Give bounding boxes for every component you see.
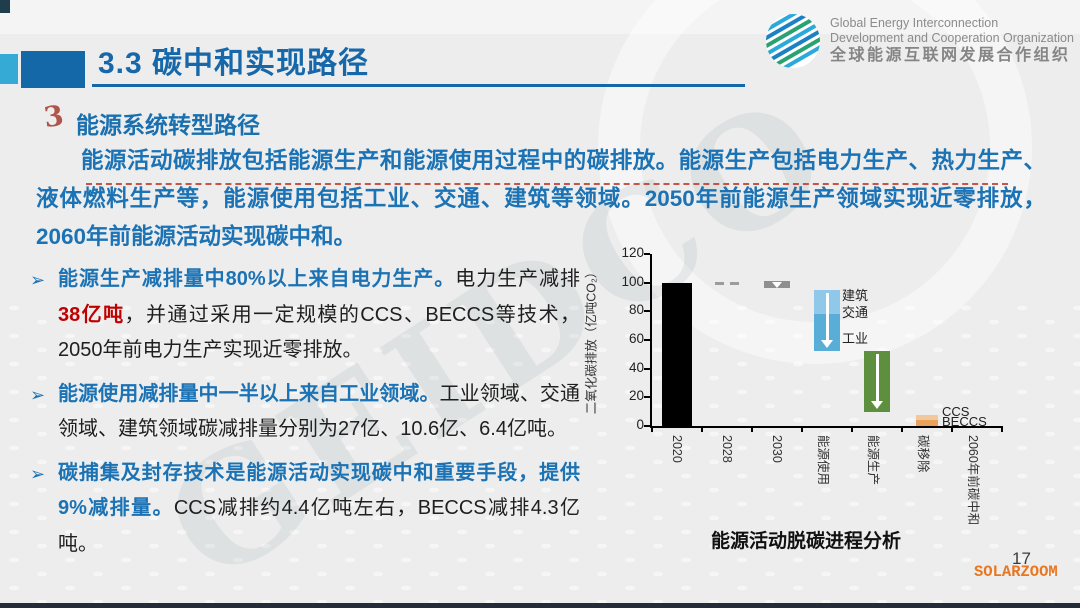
x-category-label: 2020: [670, 435, 684, 463]
y-tick-label: 80: [628, 302, 644, 318]
y-tick-mark: [644, 425, 650, 427]
y-tick-label: 100: [621, 273, 644, 289]
solarzoom-watermark: SOLARZOOM: [974, 563, 1058, 581]
x-tick-mark: [901, 426, 903, 432]
org-name-en-line2: Development and Cooperation Organization: [830, 30, 1074, 45]
chart-bar-segment-bottom: [916, 420, 938, 426]
y-tick-mark: [644, 396, 650, 399]
chart-annotation: BECCS: [942, 413, 987, 429]
bullet-text-3: 碳捕集及封存技术是能源活动实现碳中和重要手段，提供9%减排量。CCS减排约4.4…: [58, 462, 580, 555]
bullet-list: ➢ 能源生产减排量中80%以上来自电力生产。电力生产减排 38亿吨，并通过采用一定…: [30, 262, 580, 570]
intro-paragraph: 能源活动碳排放包括能源生产和能源使用过程中的碳排放。能源生产包括电力生产、热力生…: [36, 148, 1046, 249]
section-number: 3: [41, 98, 66, 135]
x-tick-mark: [751, 426, 753, 432]
arrow-bullet-icon: ➢: [30, 463, 46, 484]
down-arrow-icon: [871, 400, 883, 409]
title-accent-light: [0, 54, 18, 84]
text-segment: 38亿吨: [58, 303, 125, 326]
y-tick-mark: [644, 253, 650, 255]
x-category-label: 2030: [770, 435, 784, 463]
x-tick-mark: [801, 426, 803, 432]
org-name-en-line1: Global Energy Interconnection: [830, 16, 999, 31]
chart-annotation: 建筑: [842, 287, 869, 303]
text-segment: ，并通过采用一定规模的CCS、BECCS等技术，2050年前电力生产实现近零排放…: [58, 303, 580, 362]
x-category-label: 2028: [720, 435, 734, 463]
text-segment: 能源生产减排量中80%以上来自电力生产。: [58, 268, 456, 290]
bottom-strip: [0, 603, 1080, 608]
down-arrow-icon: [875, 354, 879, 402]
y-tick-mark: [644, 367, 650, 370]
org-logo-text: Global Energy Interconnection Developmen…: [830, 16, 1074, 65]
x-tick-mark: [951, 426, 953, 432]
text-segment: 碳捕集及封存技术是能源活动实现碳中和重要手段，提供9%减排量。: [58, 461, 580, 520]
x-tick-mark: [701, 426, 703, 432]
chart-annotation: 交通: [842, 304, 869, 320]
y-tick-mark: [644, 281, 650, 284]
title-accent-dark: [21, 51, 85, 88]
org-logo: Global Energy Interconnection Developmen…: [764, 12, 1074, 70]
page-title: 3.3 碳中和实现路径: [98, 47, 370, 80]
chart-y-axis-label: 二氧化碳排放（亿吨CO₂）: [584, 265, 599, 415]
bullet-text-1: 能源生产减排量中80%以上来自电力生产。电力生产减排 38亿吨，并通过采用一定规模…: [58, 268, 580, 361]
bullet-item-2: ➢ 能源使用减排量中一半以上来自工业领域。工业领域、交通领域、建筑领域碳减排量分…: [30, 377, 580, 448]
chart-plot-area: 0 20 40 60 80 100 120 2020 2028 2030 能源使用 能源生产 碳移除 20…: [621, 245, 1003, 525]
small-arrow-icon: [772, 281, 782, 288]
x-category-label: 碳移除: [916, 435, 930, 473]
y-tick-label: 0: [636, 417, 644, 432]
bullet-text-2: 能源使用减排量中一半以上来自工业领域。工业领域、交通领域、建筑领域碳减排量分别为…: [58, 383, 580, 441]
chart-bar: [662, 282, 692, 426]
chart-bar-segment-top: [916, 414, 938, 421]
text-segment: 电力生产减排: [455, 268, 581, 290]
y-tick-mark: [644, 310, 650, 313]
x-tick-mark: [851, 426, 853, 432]
page-number: 17: [1012, 549, 1031, 568]
y-tick-label: 60: [628, 331, 644, 346]
arrow-bullet-icon: ➢: [30, 270, 46, 290]
chart-caption: 能源活动脱碳进程分析: [710, 531, 901, 552]
y-tick-label: 40: [628, 359, 644, 375]
x-category-label: 能源生产: [866, 435, 880, 486]
decarbonization-chart: 二氧化碳排放（亿吨CO₂） 0 20 40 60 80 100 120 2020 2028 203…: [576, 238, 1018, 556]
y-tick-label: 120: [621, 245, 644, 260]
text-segment: 工业领域、交通领域、建筑领域碳减排量分别为27亿、10.6亿、6.4亿吨。: [58, 382, 581, 441]
title-underline: [92, 84, 745, 87]
text-segment: 能源使用减排量中一半以上来自工业领域。: [58, 382, 440, 405]
bullet-item-3: ➢ 碳捕集及封存技术是能源活动实现碳中和重要手段，提供9%减排量。CCS减排约4…: [30, 456, 580, 563]
down-arrow-icon: [821, 340, 833, 349]
y-tick-label: 20: [628, 388, 644, 404]
chart-dash-mark: [730, 281, 739, 285]
corner-square: [0, 0, 10, 13]
section-heading: 能源系统转型路径: [76, 112, 260, 138]
x-tick-mark: [651, 426, 653, 432]
chart-annotation: 工业: [842, 330, 869, 346]
down-arrow-icon: [825, 292, 829, 342]
x-category-label: 2060年前碳中和: [966, 435, 980, 526]
chart-dash-mark: [715, 281, 724, 285]
x-category-label: 能源使用: [816, 435, 830, 486]
x-tick-mark: [1001, 426, 1003, 432]
red-underline-decoration: [86, 183, 1008, 185]
arrow-bullet-icon: ➢: [30, 384, 46, 405]
text-segment: CCS减排约4.4亿吨左右，BECCS减排4.3亿吨。: [58, 497, 580, 555]
chart-annotation: CCS: [942, 403, 970, 419]
org-name-cn: 全球能源互联网发展合作组织: [830, 47, 1071, 65]
bullet-item-1: ➢ 能源生产减排量中80%以上来自电力生产。电力生产减排 38亿吨，并通过采用一定…: [30, 262, 580, 369]
y-tick-mark: [644, 339, 650, 341]
globe-icon: [764, 12, 822, 70]
